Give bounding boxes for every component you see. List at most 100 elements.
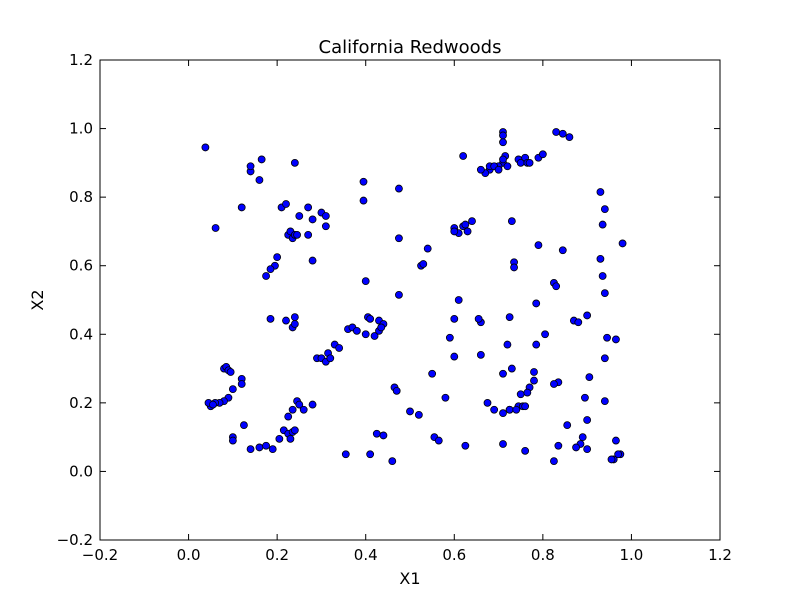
x-tick-label: 0.4	[354, 546, 378, 564]
x-tick-label: −0.2	[82, 546, 118, 564]
data-point	[395, 290, 403, 299]
x-tick-label: 0.2	[265, 546, 289, 564]
data-point	[237, 380, 246, 388]
data-point	[583, 445, 592, 454]
data-point	[618, 239, 627, 248]
data-point	[521, 446, 530, 455]
data-point	[525, 158, 534, 167]
data-point	[585, 373, 594, 382]
y-tick-label: 0.6	[69, 257, 93, 275]
data-point	[228, 385, 237, 394]
data-point	[583, 311, 592, 320]
data-point	[578, 433, 587, 442]
data-point	[552, 282, 561, 291]
data-point	[503, 340, 512, 349]
data-points	[201, 128, 627, 466]
data-point	[392, 386, 401, 395]
data-point	[428, 369, 437, 378]
y-tick-label: 0.0	[69, 462, 93, 480]
data-point	[299, 405, 308, 414]
data-point	[598, 220, 607, 229]
y-tick-label: 1.2	[69, 51, 93, 69]
data-point	[572, 443, 580, 452]
data-point	[483, 398, 492, 407]
x-axis-label: X1	[399, 569, 420, 588]
data-point	[538, 150, 547, 159]
data-point	[359, 196, 368, 205]
data-point	[600, 354, 609, 363]
data-point	[308, 400, 317, 409]
data-point	[290, 313, 299, 322]
data-point	[505, 313, 514, 322]
data-point	[379, 431, 388, 440]
chart-title: California Redwoods	[319, 37, 502, 58]
data-point	[372, 429, 381, 438]
data-point	[574, 318, 583, 327]
data-point	[614, 450, 623, 459]
data-point	[257, 155, 266, 164]
data-point	[211, 224, 220, 232]
data-point	[388, 457, 397, 466]
data-point	[563, 421, 572, 430]
data-point	[419, 260, 428, 268]
data-point	[476, 165, 485, 174]
data-point	[598, 272, 607, 280]
data-point	[284, 412, 293, 421]
y-tick-label: 0.2	[69, 394, 93, 412]
data-point	[454, 296, 463, 304]
y-tick-label: −0.2	[57, 531, 93, 549]
x-tick-label: 1.2	[708, 546, 732, 564]
data-point	[600, 397, 609, 406]
data-point	[565, 133, 574, 142]
data-point	[532, 299, 541, 308]
data-point	[266, 265, 275, 274]
data-point	[395, 184, 403, 193]
data-point	[290, 158, 299, 167]
data-point	[395, 234, 403, 243]
data-point	[523, 388, 532, 397]
data-point	[534, 241, 543, 250]
data-point	[507, 217, 516, 226]
y-tick-label: 0.4	[69, 325, 93, 343]
data-point	[450, 227, 459, 236]
axis-ticks: −0.2 0.0 0.2 0.4 0.6 0.8 1.0 1.2 −0.2 0.0 0.2 0.4 0.…	[57, 51, 732, 564]
data-point	[434, 436, 443, 445]
data-point	[499, 440, 507, 448]
data-point	[209, 400, 217, 409]
data-point	[596, 254, 605, 263]
data-point	[596, 188, 605, 196]
data-point	[532, 340, 541, 349]
data-point	[321, 222, 330, 231]
data-point	[607, 455, 616, 464]
data-point	[304, 230, 313, 239]
data-point	[499, 409, 507, 418]
data-point	[290, 426, 299, 435]
plot-area	[100, 60, 720, 540]
y-tick-label: 0.8	[69, 188, 93, 206]
data-point	[468, 217, 476, 226]
data-point	[406, 407, 414, 416]
data-point	[352, 326, 361, 335]
data-point	[554, 441, 563, 450]
data-point	[512, 405, 521, 414]
data-point	[308, 215, 317, 224]
data-point	[361, 330, 370, 339]
data-point	[612, 335, 620, 344]
data-point	[445, 333, 454, 342]
data-point	[295, 212, 304, 220]
data-point	[530, 376, 538, 385]
data-point	[286, 434, 295, 443]
data-point	[273, 253, 282, 262]
data-point	[282, 200, 290, 208]
data-point	[550, 457, 558, 466]
data-point	[335, 344, 344, 352]
data-point	[414, 410, 423, 419]
data-point	[321, 212, 330, 220]
data-point	[266, 314, 275, 323]
plot-frame	[99, 59, 721, 541]
data-point	[459, 152, 468, 160]
data-point	[581, 393, 589, 402]
data-point	[463, 227, 472, 236]
data-point	[237, 203, 246, 212]
data-point	[304, 203, 313, 212]
